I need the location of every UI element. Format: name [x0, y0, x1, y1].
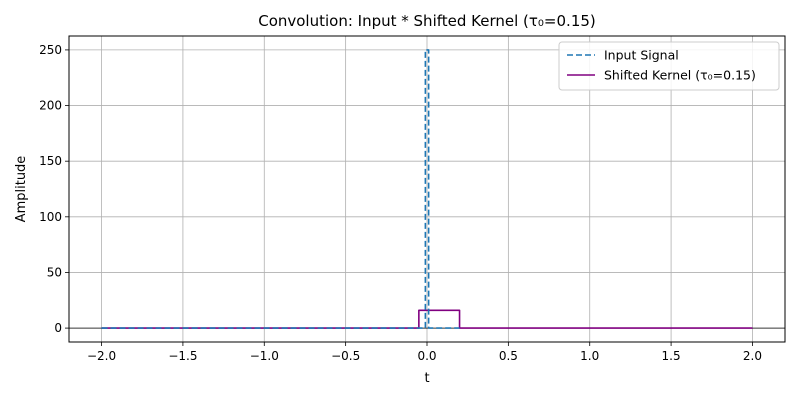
- y-tick-label: 0: [54, 321, 62, 335]
- x-tick-label: 2.0: [743, 349, 762, 363]
- y-tick-label: 250: [39, 43, 62, 57]
- data-series: [101, 49, 753, 329]
- x-tick-label: 0.5: [499, 349, 518, 363]
- x-tick-label: −1.0: [250, 349, 279, 363]
- y-axis-label: Amplitude: [14, 156, 29, 223]
- x-tick-label: −2.0: [87, 349, 116, 363]
- chart-title: Convolution: Input * Shifted Kernel (τ₀=…: [258, 12, 596, 30]
- series-line-input-signal: [101, 49, 460, 329]
- x-tick-label: −0.5: [331, 349, 360, 363]
- y-tick-label: 150: [39, 154, 62, 168]
- x-tick-label: 1.0: [580, 349, 599, 363]
- legend-box: [558, 41, 780, 91]
- legend-label: Input Signal: [604, 48, 679, 63]
- legend: Input Signal Shifted Kernel (τ₀=0.15): [558, 41, 780, 91]
- y-tick-label: 200: [39, 99, 62, 113]
- axis-ticks: −2.0 −1.5 −1.0 −0.5 0.0 0.5 1.0 1.5 2.0 0 50 100 150…: [39, 43, 762, 363]
- x-axis-label: t: [424, 371, 429, 386]
- y-tick-label: 50: [47, 265, 62, 279]
- legend-label: Shifted Kernel (τ₀=0.15): [604, 68, 756, 83]
- x-tick-label: 0.0: [417, 349, 436, 363]
- x-tick-label: 1.5: [662, 349, 681, 363]
- y-tick-label: 100: [39, 210, 62, 224]
- x-tick-label: −1.5: [168, 349, 197, 363]
